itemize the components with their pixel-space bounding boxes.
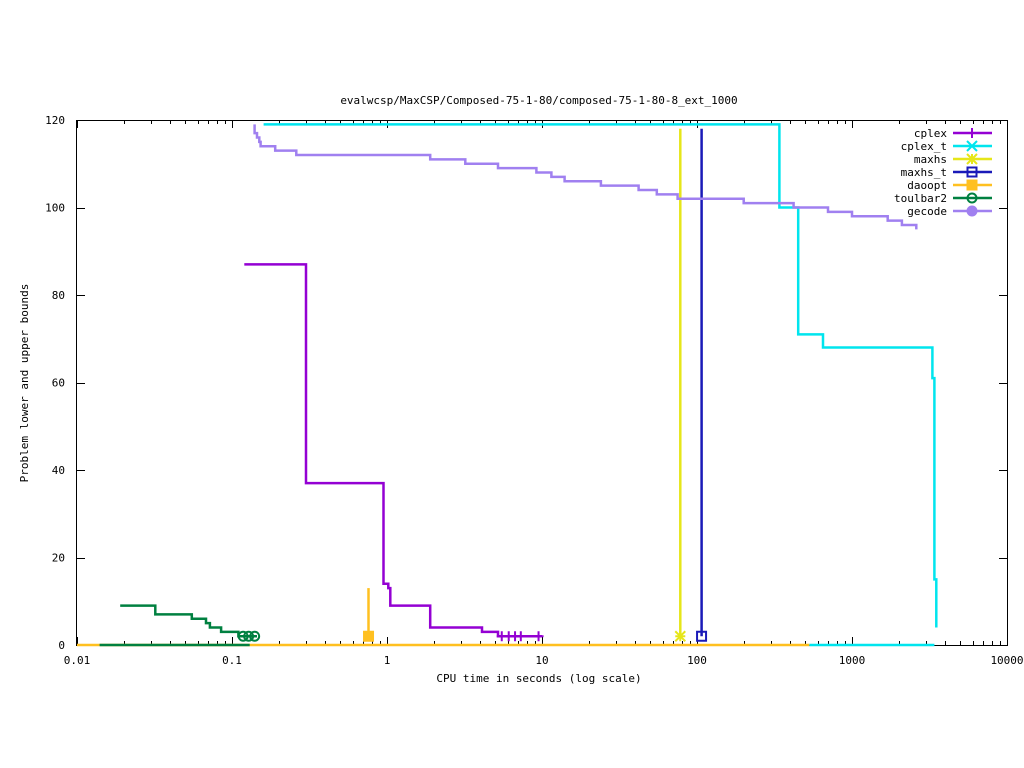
- y-tick-label: 20: [52, 552, 65, 565]
- data-point-daoopt: [363, 630, 375, 642]
- series-toulbar2: [99, 604, 261, 647]
- y-tick-label: 120: [45, 114, 65, 127]
- legend-label-cplex_t: cplex_t: [901, 140, 947, 153]
- legend-label-toulbar2: toulbar2: [894, 192, 947, 205]
- x-tick-label: 0.01: [64, 654, 91, 667]
- axis-ticks: 0.01 0.1 1 10 100 1000 10000 0 20 40 60 80 100 120: [45, 114, 1023, 667]
- legend-label-maxhs_t: maxhs_t: [901, 166, 947, 179]
- legend-label-maxhs: maxhs: [914, 153, 947, 166]
- y-tick-label: 100: [45, 202, 65, 215]
- y-tick-label: 80: [52, 289, 65, 302]
- legend-marker-gecode: [966, 205, 978, 217]
- series-maxhs: [674, 128, 686, 642]
- legend: cplexcplex_tmaxhsmaxhs_tdaoopttoulbar2ge…: [894, 127, 992, 218]
- data-point-maxhs: [674, 630, 686, 642]
- x-tick-label: 100: [687, 654, 707, 667]
- data-point-maxhs_t: [696, 630, 708, 642]
- data-point-cplex: [533, 631, 544, 642]
- series-line-toulbar2: [120, 604, 257, 638]
- y-axis-label: Problem lower and upper bounds: [18, 284, 31, 483]
- legend-marker-cplex: [967, 128, 977, 138]
- y-tick-label: 40: [52, 464, 65, 477]
- data-point-toulbar2: [237, 630, 249, 642]
- data-point-toulbar2: [243, 630, 255, 642]
- legend-marker-cplex_t: [966, 140, 978, 152]
- series-cplex_t: [263, 123, 938, 647]
- legend-label-cplex: cplex: [914, 127, 947, 140]
- x-tick-label: 10: [535, 654, 548, 667]
- legend-label-daoopt: daoopt: [907, 179, 947, 192]
- legend-marker-maxhs: [966, 153, 978, 165]
- y-tick-label: 0: [58, 639, 65, 652]
- series-line-cplex_t: [263, 123, 938, 628]
- legend-marker-toulbar2: [966, 192, 978, 204]
- x-tick-label: 0.1: [222, 654, 242, 667]
- legend-marker-daoopt: [966, 179, 978, 191]
- x-tick-label: 1: [384, 654, 391, 667]
- series-line-gecode: [253, 124, 918, 230]
- series-maxhs_t: [696, 128, 708, 642]
- x-tick-label: 1000: [839, 654, 866, 667]
- legend-marker-maxhs_t: [966, 166, 978, 178]
- series-cplex: [244, 263, 544, 642]
- series-gecode: [253, 124, 918, 230]
- x-tick-label: 10000: [990, 654, 1023, 667]
- x-axis-label: CPU time in seconds (log scale): [436, 672, 641, 685]
- series-line-cplex: [244, 263, 542, 638]
- data-point-toulbar2: [249, 630, 261, 642]
- data-point-cplex: [515, 631, 526, 642]
- legend-label-gecode: gecode: [907, 205, 947, 218]
- y-tick-label: 60: [52, 377, 65, 390]
- series-layer: [77, 123, 938, 647]
- chart-title: evalwcsp/MaxCSP/Composed-75-1-80/compose…: [340, 94, 737, 107]
